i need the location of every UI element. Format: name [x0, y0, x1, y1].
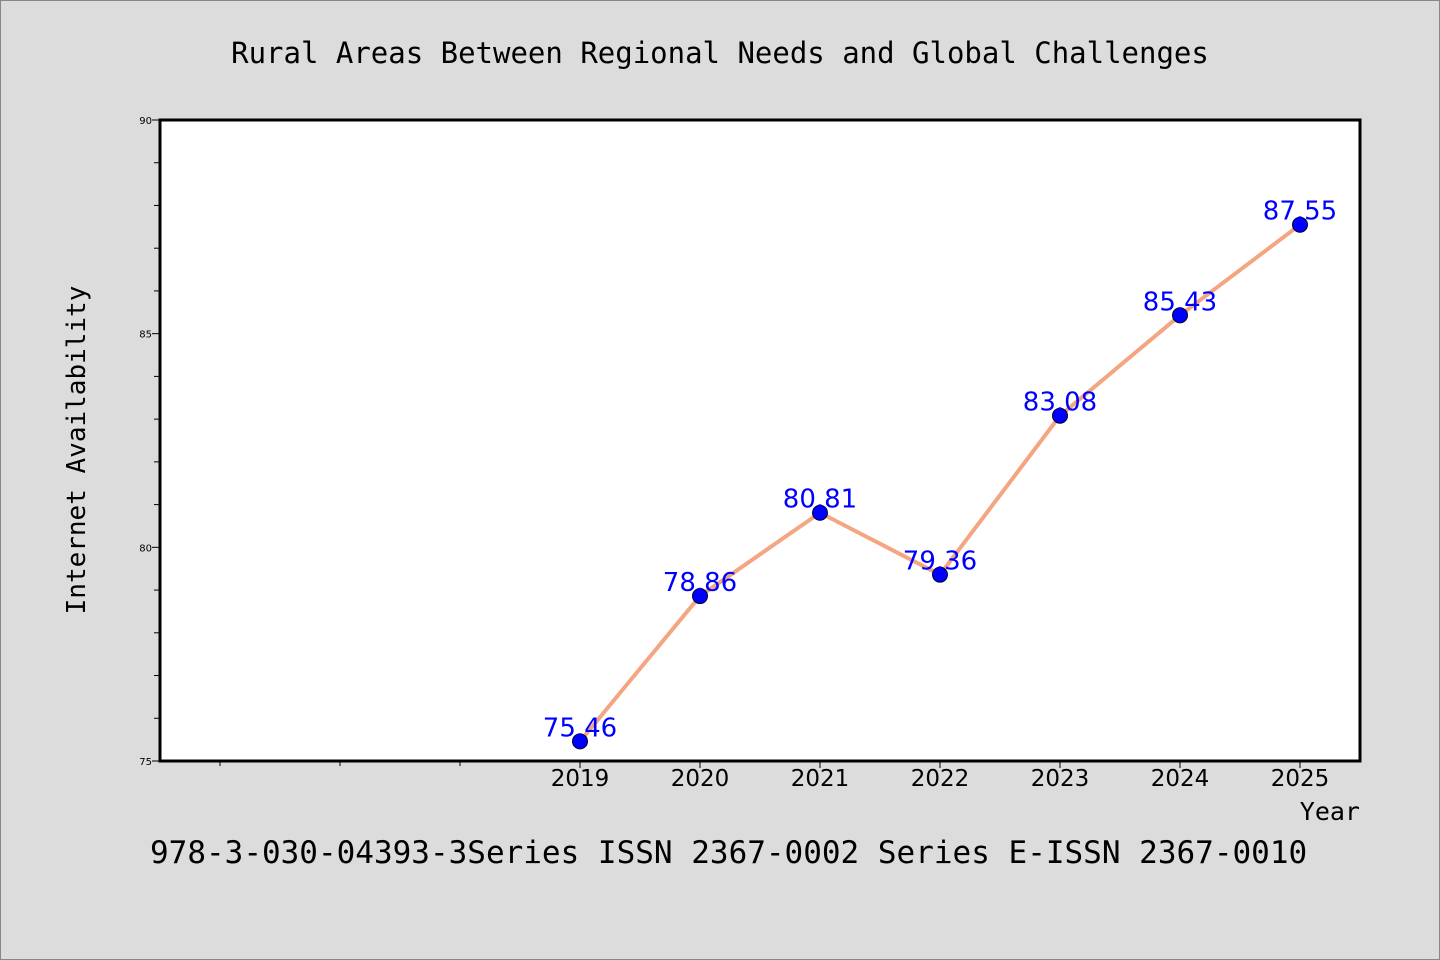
y-tick-label: 90	[139, 116, 152, 127]
data-point	[1292, 216, 1308, 233]
x-tick-label: 2025	[1271, 766, 1330, 792]
y-axis: 75 80 85 90	[139, 116, 160, 768]
chart-title: Rural Areas Between Regional Needs and G…	[231, 36, 1209, 70]
x-tick-label: 2022	[911, 766, 970, 792]
data-label: 87.55	[1263, 197, 1337, 227]
x-tick-label: 2020	[671, 766, 730, 792]
data-point	[692, 588, 708, 605]
data-label: 80.81	[783, 485, 857, 515]
x-axis-label: Year	[1300, 797, 1360, 826]
data-label: 75.46	[543, 713, 617, 743]
y-tick-label: 80	[139, 543, 152, 554]
data-label: 83.08	[1023, 388, 1097, 418]
data-label: 79.36	[903, 547, 977, 577]
data-point	[932, 566, 948, 583]
data-point	[1172, 307, 1188, 324]
data-point	[572, 733, 588, 750]
data-label: 85.43	[1143, 287, 1217, 317]
x-tick-label: 2021	[791, 766, 850, 792]
data-label: 78.86	[663, 568, 737, 598]
data-point	[812, 504, 828, 521]
x-tick-label: 2019	[551, 766, 610, 792]
data-labels: 75.46 78.86 80.81 79.36 83.08 85.43 87.55	[543, 197, 1337, 744]
x-tick-label: 2023	[1031, 766, 1090, 792]
x-tick-label: 2024	[1151, 766, 1210, 792]
data-point	[1052, 407, 1068, 424]
x-axis: 2019 2020 2021 2022 2023 2024 2025	[219, 761, 1330, 792]
footer-text: 978-3-030-04393-3Series ISSN 2367-0002 S…	[150, 835, 1307, 871]
y-tick-label: 85	[139, 330, 152, 341]
y-tick-label: 75	[139, 757, 152, 768]
plot-area	[158, 118, 1362, 763]
series-markers	[572, 216, 1308, 750]
y-axis-label: Internet Availability	[62, 286, 92, 615]
